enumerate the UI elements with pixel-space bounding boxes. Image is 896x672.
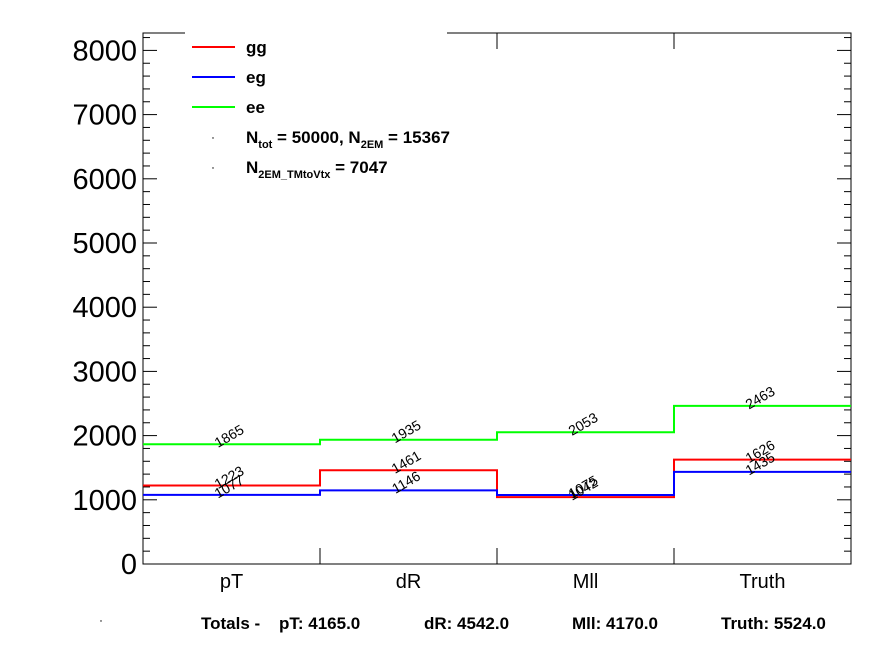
svg-text:Ntot = 50000, N2EM = 15367: Ntot = 50000, N2EM = 15367 <box>246 128 450 151</box>
y-tick-label: 0 <box>121 549 137 581</box>
annotation-n2em-tm: N2EM_TMtoVtx = 7047 <box>212 158 388 181</box>
x-tick-label: Mll <box>573 571 599 593</box>
y-tick-label: 6000 <box>72 164 137 196</box>
series-line-gg <box>143 458 851 499</box>
y-tick-label: 8000 <box>72 35 137 67</box>
legend-label-ee: ee <box>246 98 265 117</box>
totals-line: Totals - pT: 4165.0 dR: 4542.0 Mll: 4170… <box>100 614 826 633</box>
data-label-ee: 1865 <box>212 421 247 451</box>
y-tick-label: 1000 <box>72 485 137 517</box>
totals-pt: pT: 4165.0 <box>279 614 360 633</box>
x-axis: pT dR Mll Truth <box>220 33 786 593</box>
x-tick-label: Truth <box>740 571 786 593</box>
series-line-eg <box>143 470 851 496</box>
legend-label-gg: gg <box>246 38 267 57</box>
series-lines <box>143 404 851 499</box>
y-tick-label: 3000 <box>72 356 137 388</box>
totals-dr: dR: 4542.0 <box>424 614 509 633</box>
svg-text:N2EM_TMtoVtx = 7047: N2EM_TMtoVtx = 7047 <box>246 158 388 181</box>
x-tick-label: pT <box>220 571 243 593</box>
data-label-ee: 2053 <box>566 409 601 439</box>
y-tick-label: 2000 <box>72 421 137 453</box>
y-tick-label: 4000 <box>72 292 137 324</box>
y-tick-label: 5000 <box>72 228 137 260</box>
totals-truth: Truth: 5524.0 <box>721 614 826 633</box>
legend-box <box>185 30 447 190</box>
legend-label-eg: eg <box>246 68 266 87</box>
data-label-ee: 2463 <box>743 383 778 413</box>
x-tick-label: dR <box>396 571 422 593</box>
y-axis: 0 1000 2000 3000 4000 5000 6000 7000 8000 <box>72 35 851 581</box>
legend: gg eg ee <box>192 38 267 117</box>
series-line-ee <box>143 404 851 446</box>
totals-prefix: Totals - <box>201 614 260 633</box>
totals-mll: Mll: 4170.0 <box>572 614 658 633</box>
data-label-ee: 1935 <box>389 417 424 447</box>
y-tick-label: 7000 <box>72 100 137 132</box>
annotation-ntot: Ntot = 50000, N2EM = 15367 <box>212 128 450 151</box>
